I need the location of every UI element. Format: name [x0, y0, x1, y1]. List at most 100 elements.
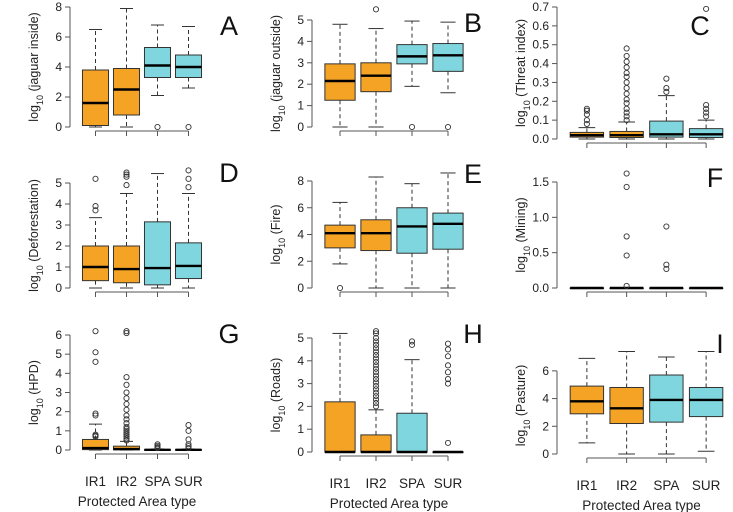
panel-letter: I — [716, 329, 724, 359]
outlier-point — [372, 379, 380, 386]
x-tick-label-spa: SPA — [144, 474, 170, 489]
outlier-point — [123, 169, 130, 176]
box-spa — [396, 338, 428, 454]
box-ir1 — [569, 357, 605, 444]
outlier-point — [92, 432, 99, 439]
outlier-point — [703, 109, 710, 116]
y-tick-label: 0 — [297, 281, 304, 295]
outlier-point — [444, 346, 452, 353]
outlier-point — [123, 173, 130, 180]
outlier-point — [372, 348, 380, 355]
outlier-point — [123, 412, 130, 419]
y-tick-label: 0 — [297, 120, 304, 134]
box-ir2 — [360, 6, 392, 128]
outlier-point — [123, 427, 130, 434]
outlier-point — [663, 265, 670, 272]
y-title-text: (Mining) — [514, 197, 528, 246]
outlier-point — [123, 423, 130, 431]
y-axis-title: log10 (Mining) — [514, 197, 532, 272]
outlier-point — [583, 107, 590, 114]
y-tick-label: 2 — [55, 405, 62, 419]
outlier-point — [372, 399, 380, 407]
box-ir2 — [360, 328, 392, 454]
y-tick-label: 1 — [55, 260, 62, 274]
y-tick-label: 1 — [55, 424, 62, 438]
box-ir1 — [81, 29, 110, 128]
outlier-point — [623, 282, 630, 289]
box-spa — [143, 441, 172, 452]
y-title-text: (Pasture) — [514, 365, 528, 420]
y-tick-label: 3 — [55, 218, 62, 232]
panel-letter: F — [707, 163, 724, 193]
x-tick-label-sur: SUR — [692, 478, 721, 493]
y-tick-label: 0.5 — [532, 246, 549, 260]
x-tick-label-ir1: IR1 — [85, 474, 106, 489]
outlier-point — [372, 334, 380, 342]
y-tick-label: 0.4 — [532, 57, 549, 71]
iqr-box — [432, 212, 464, 250]
outlier-point — [444, 123, 452, 131]
iqr-box — [324, 401, 356, 453]
outlier-point — [123, 182, 130, 189]
outlier-point — [92, 175, 99, 182]
y-tick-label: 0.5 — [532, 38, 549, 52]
y-tick-label: 1 — [297, 99, 304, 113]
outlier-point — [123, 381, 130, 388]
y-title-subscript: 10 — [522, 100, 532, 110]
y-tick-label: 5 — [55, 176, 62, 190]
outlier-point — [185, 443, 192, 450]
y-tick-label: 0.1 — [532, 113, 549, 127]
y-tick-label: 4 — [297, 228, 304, 242]
outlier-point — [703, 105, 710, 112]
y-axis-title: log10 (HPD) — [27, 360, 45, 425]
outlier-point — [92, 412, 99, 419]
y-tick-label: 0 — [297, 445, 304, 459]
box-sur — [688, 286, 724, 290]
panel-letter: H — [463, 319, 483, 349]
outlier-point — [623, 64, 630, 71]
outlier-point — [123, 431, 130, 438]
outlier-point — [154, 441, 161, 448]
outlier-point — [92, 203, 99, 210]
outlier-point — [623, 183, 630, 190]
box-ir2 — [609, 350, 644, 455]
outlier-point — [185, 123, 192, 131]
y-title-log: log — [27, 408, 41, 425]
y-title-subscript: 10 — [277, 105, 287, 115]
outlier-point — [372, 362, 380, 369]
outlier-point — [372, 355, 380, 362]
outlier-point — [623, 85, 630, 92]
iqr-box — [688, 386, 724, 418]
y-tick-label: 2 — [542, 419, 549, 433]
outlier-point — [372, 382, 380, 389]
outlier-point — [372, 396, 380, 403]
x-tick-label-spa: SPA — [653, 478, 679, 493]
outlier-point — [185, 422, 192, 429]
panel-letter: E — [464, 159, 482, 189]
y-tick-label: 5 — [55, 347, 62, 361]
iqr-box — [649, 374, 684, 423]
box-sur — [432, 340, 464, 454]
outlier-point — [372, 365, 380, 372]
y-axis-title: log10 (Deforestation) — [27, 179, 45, 292]
outlier-point — [444, 439, 452, 446]
panel-D: 0 1 2 3 4 5 log10 (Deforestation) D — [27, 158, 239, 297]
iqr-box — [432, 43, 464, 72]
outlier-point — [372, 338, 380, 345]
y-tick-label: 3 — [297, 56, 304, 70]
y-title-text: (Roads) — [269, 358, 283, 406]
outlier-point — [623, 90, 630, 97]
y-tick-label: 0 — [55, 281, 62, 295]
y-tick-label: 8 — [55, 0, 62, 14]
outlier-point — [623, 45, 630, 52]
outlier-point — [623, 96, 630, 103]
outlier-point — [583, 105, 590, 112]
y-title-log: log — [269, 416, 283, 433]
outlier-point — [123, 406, 130, 413]
outlier-point — [623, 233, 630, 240]
outlier-point — [123, 400, 130, 408]
outlier-point — [372, 345, 380, 352]
box-spa — [143, 173, 172, 289]
y-tick-label: 8 — [297, 174, 304, 188]
